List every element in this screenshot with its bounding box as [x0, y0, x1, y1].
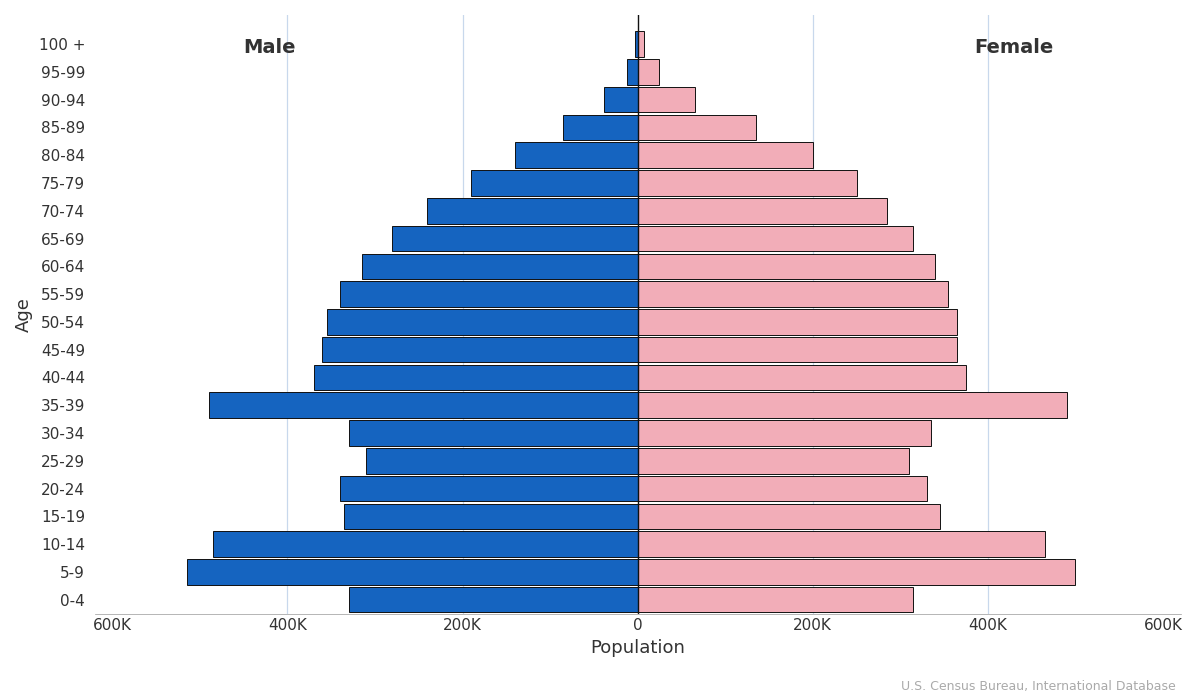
Bar: [637, 365, 966, 391]
Text: Male: Male: [244, 38, 296, 57]
Bar: [637, 115, 756, 140]
Bar: [637, 32, 643, 57]
Bar: [637, 448, 910, 474]
Bar: [637, 393, 1067, 418]
Bar: [637, 87, 695, 113]
Bar: [392, 226, 637, 251]
Bar: [349, 420, 637, 446]
Bar: [427, 198, 637, 223]
Bar: [187, 559, 637, 584]
Text: U.S. Census Bureau, International Database: U.S. Census Bureau, International Databa…: [901, 680, 1176, 693]
Bar: [605, 87, 637, 113]
Bar: [637, 559, 1075, 584]
Bar: [340, 281, 637, 307]
Bar: [637, 309, 958, 335]
Bar: [637, 198, 887, 223]
Bar: [637, 253, 935, 279]
X-axis label: Population: Population: [590, 639, 685, 657]
Bar: [635, 32, 637, 57]
Bar: [344, 503, 637, 529]
Bar: [472, 170, 637, 196]
Bar: [340, 476, 637, 501]
Bar: [209, 393, 637, 418]
Bar: [313, 365, 637, 391]
Bar: [515, 143, 637, 168]
Bar: [637, 281, 948, 307]
Bar: [212, 531, 637, 557]
Bar: [637, 503, 940, 529]
Bar: [637, 60, 659, 85]
Bar: [637, 226, 913, 251]
Bar: [637, 420, 931, 446]
Bar: [637, 143, 812, 168]
Bar: [326, 309, 637, 335]
Bar: [637, 587, 913, 612]
Bar: [637, 170, 857, 196]
Bar: [637, 476, 926, 501]
Bar: [637, 531, 1045, 557]
Y-axis label: Age: Age: [14, 297, 32, 332]
Bar: [366, 448, 637, 474]
Bar: [362, 253, 637, 279]
Bar: [628, 60, 637, 85]
Text: Female: Female: [974, 38, 1054, 57]
Bar: [563, 115, 637, 140]
Bar: [637, 337, 958, 363]
Bar: [323, 337, 637, 363]
Bar: [349, 587, 637, 612]
